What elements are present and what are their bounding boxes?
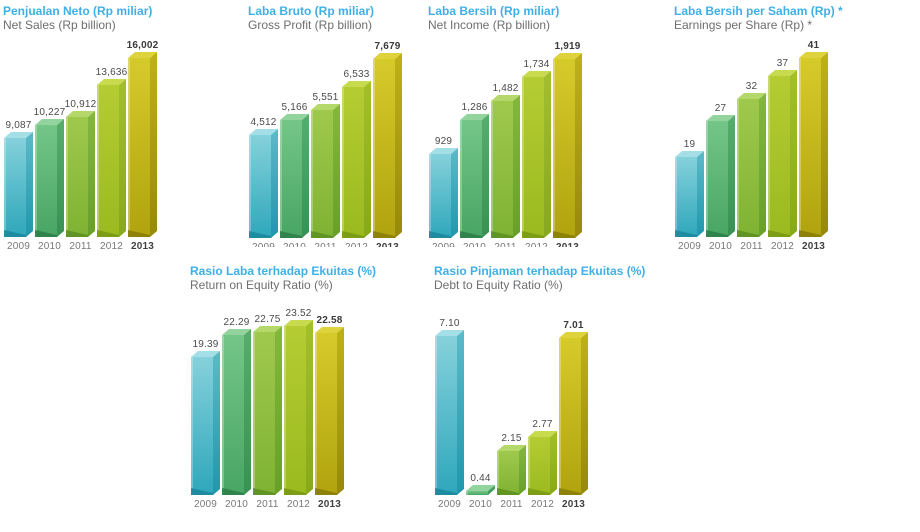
svg-text:13,636: 13,636 bbox=[96, 67, 128, 78]
svg-text:0.44: 0.44 bbox=[470, 473, 491, 484]
svg-text:10,227: 10,227 bbox=[34, 107, 66, 118]
svg-text:37: 37 bbox=[777, 58, 789, 69]
svg-text:2010: 2010 bbox=[225, 499, 248, 510]
svg-text:2012: 2012 bbox=[345, 242, 368, 247]
svg-text:2010: 2010 bbox=[463, 242, 486, 247]
svg-text:2012: 2012 bbox=[525, 242, 548, 247]
bar-chart-gross-profit: 4,512 2009 5,166 2010 5,551 2011 6,533 2012 7,67… bbox=[249, 41, 402, 247]
chart-title-indonesian: Laba Bersih (Rp miliar) bbox=[428, 4, 560, 18]
bar-chart-earnings-per-share: 19 2009 27 2010 32 2011 37 2012 41 2013 bbox=[675, 40, 828, 252]
svg-text:2013: 2013 bbox=[556, 242, 579, 247]
chart-net-sales: Penjualan Neto (Rp miliar) Net Sales (Rp… bbox=[3, 4, 233, 252]
chart-title-english: Debt to Equity Ratio (%) bbox=[434, 278, 563, 292]
svg-text:22.58: 22.58 bbox=[316, 315, 342, 326]
svg-text:41: 41 bbox=[808, 40, 820, 51]
chart-title-indonesian: Laba Bersih per Saham (Rp) * bbox=[674, 4, 843, 18]
svg-text:1,482: 1,482 bbox=[492, 83, 518, 94]
svg-text:2009: 2009 bbox=[252, 242, 275, 247]
svg-text:5,166: 5,166 bbox=[281, 102, 307, 113]
svg-text:2013: 2013 bbox=[562, 499, 585, 510]
svg-text:5,551: 5,551 bbox=[312, 92, 338, 103]
svg-text:2012: 2012 bbox=[100, 241, 123, 252]
svg-text:2010: 2010 bbox=[283, 242, 306, 247]
svg-text:27: 27 bbox=[715, 103, 727, 114]
svg-text:1,919: 1,919 bbox=[554, 41, 580, 52]
svg-text:2009: 2009 bbox=[438, 499, 461, 510]
bar-chart-debt-to-equity: 7.10 2009 0.44 2010 2.15 2011 2.77 2012 7.01 2013 bbox=[435, 318, 588, 510]
svg-text:2009: 2009 bbox=[432, 242, 455, 247]
svg-text:1,734: 1,734 bbox=[523, 59, 549, 70]
chart-title-indonesian: Penjualan Neto (Rp miliar) bbox=[3, 4, 153, 18]
chart-title-english: Return on Equity Ratio (%) bbox=[190, 278, 333, 292]
svg-text:7.10: 7.10 bbox=[439, 318, 460, 329]
svg-text:2010: 2010 bbox=[469, 499, 492, 510]
svg-text:6,533: 6,533 bbox=[343, 69, 369, 80]
chart-title-indonesian: Laba Bruto (Rp miliar) bbox=[248, 4, 375, 18]
chart-return-on-equity: Rasio Laba terhadap Ekuitas (%) Return o… bbox=[190, 264, 420, 510]
svg-text:4,512: 4,512 bbox=[250, 117, 276, 128]
svg-text:2011: 2011 bbox=[69, 241, 92, 252]
svg-text:10,912: 10,912 bbox=[65, 99, 97, 110]
chart-title-english: Net Sales (Rp billion) bbox=[3, 18, 116, 32]
chart-title-english: Net Income (Rp billion) bbox=[428, 18, 551, 32]
svg-text:2.77: 2.77 bbox=[532, 419, 553, 430]
svg-text:22.75: 22.75 bbox=[254, 314, 280, 325]
svg-text:19.39: 19.39 bbox=[192, 339, 218, 350]
chart-gross-profit: Laba Bruto (Rp miliar) Gross Profit (Rp … bbox=[248, 4, 478, 247]
svg-text:2013: 2013 bbox=[376, 242, 399, 247]
svg-text:16,002: 16,002 bbox=[127, 40, 159, 51]
svg-text:2009: 2009 bbox=[7, 241, 30, 252]
svg-text:2011: 2011 bbox=[500, 499, 523, 510]
svg-text:2012: 2012 bbox=[771, 241, 794, 252]
svg-text:2012: 2012 bbox=[287, 499, 310, 510]
bar-chart-net-sales: 9,087 2009 10,227 2010 10,912 2011 13,636 2012 1… bbox=[4, 40, 159, 252]
svg-text:2011: 2011 bbox=[494, 242, 517, 247]
svg-text:2011: 2011 bbox=[314, 242, 337, 247]
svg-text:23.52: 23.52 bbox=[285, 308, 311, 319]
svg-text:929: 929 bbox=[435, 136, 453, 147]
chart-title-english: Earnings per Share (Rp) * bbox=[674, 18, 813, 32]
svg-text:7.01: 7.01 bbox=[563, 320, 584, 331]
svg-text:2013: 2013 bbox=[318, 499, 341, 510]
chart-title-indonesian: Rasio Laba terhadap Ekuitas (%) bbox=[190, 264, 377, 278]
svg-text:1,286: 1,286 bbox=[461, 102, 487, 113]
svg-text:22.29: 22.29 bbox=[223, 317, 249, 328]
chart-title-indonesian: Rasio Pinjaman terhadap Ekuitas (%) bbox=[434, 264, 646, 278]
svg-text:2011: 2011 bbox=[256, 499, 279, 510]
svg-text:2010: 2010 bbox=[709, 241, 732, 252]
svg-text:2011: 2011 bbox=[740, 241, 763, 252]
bar-chart-return-on-equity: 19.39 2009 22.29 2010 22.75 2011 23.52 2012 22.5… bbox=[191, 308, 344, 510]
svg-text:2009: 2009 bbox=[678, 241, 701, 252]
svg-text:32: 32 bbox=[746, 81, 758, 92]
svg-text:2010: 2010 bbox=[38, 241, 61, 252]
svg-text:2012: 2012 bbox=[531, 499, 554, 510]
chart-debt-to-equity: Rasio Pinjaman terhadap Ekuitas (%) Debt… bbox=[434, 264, 664, 510]
svg-text:2013: 2013 bbox=[131, 241, 154, 252]
chart-earnings-per-share: Laba Bersih per Saham (Rp) * Earnings pe… bbox=[674, 4, 904, 252]
bar-chart-net-income: 929 2009 1,286 2010 1,482 2011 1,734 2012 1,919 2… bbox=[429, 41, 582, 247]
svg-text:7,679: 7,679 bbox=[374, 41, 400, 52]
svg-text:9,087: 9,087 bbox=[5, 120, 31, 131]
svg-text:2013: 2013 bbox=[802, 241, 825, 252]
svg-text:2009: 2009 bbox=[194, 499, 217, 510]
chart-title-english: Gross Profit (Rp billion) bbox=[248, 18, 373, 32]
chart-net-income: Laba Bersih (Rp miliar) Net Income (Rp b… bbox=[428, 4, 658, 247]
svg-text:2.15: 2.15 bbox=[501, 433, 522, 444]
svg-text:19: 19 bbox=[684, 139, 696, 150]
